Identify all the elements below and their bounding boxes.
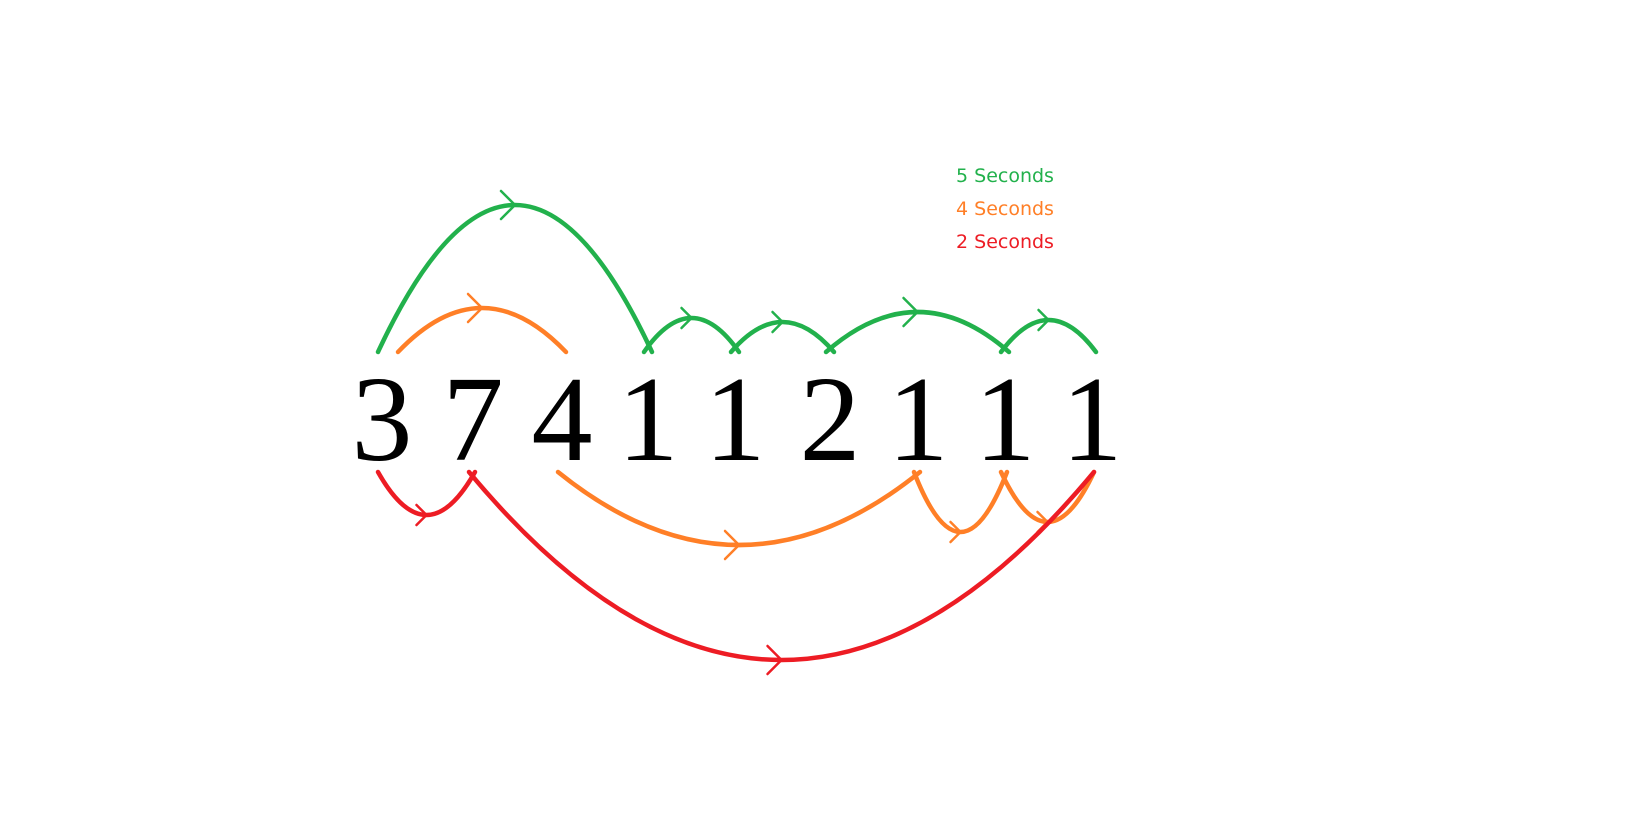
jump-arc-red	[375, 469, 478, 527]
digit: 3	[352, 352, 413, 487]
jump-arc-red	[466, 469, 1097, 676]
legend-item: 2 Seconds	[956, 231, 1054, 253]
jump-arc-orange	[395, 292, 569, 355]
legend: 5 Seconds 4 Seconds 2 Seconds	[956, 165, 1054, 253]
jump-arc-green	[998, 308, 1099, 355]
arrowhead-icon	[723, 529, 741, 561]
digit: 1	[618, 352, 679, 487]
arrowhead-icon	[902, 296, 920, 328]
arrowhead-icon	[949, 520, 963, 544]
digit: 1	[975, 352, 1036, 487]
jump-arc-green	[375, 189, 655, 355]
jump-arc-green	[728, 310, 837, 355]
arrowhead-icon	[1037, 308, 1051, 332]
arrowhead-icon	[466, 292, 484, 324]
jump-arc-green	[823, 296, 1012, 355]
digit: 2	[800, 352, 861, 487]
digit: 1	[705, 352, 766, 487]
arrowhead-icon	[680, 306, 694, 330]
digit: 1	[1062, 352, 1123, 487]
jump-arcs	[375, 189, 1099, 676]
arrowhead-icon	[766, 644, 784, 676]
jump-arc-orange	[555, 469, 923, 561]
arrowhead-icon	[771, 310, 785, 334]
jump-arc-orange	[911, 469, 1010, 544]
digit: 7	[443, 352, 504, 487]
arrowhead-icon	[415, 503, 429, 527]
digit: 1	[888, 352, 949, 487]
arrowhead-icon	[499, 189, 517, 221]
legend-item: 4 Seconds	[956, 198, 1054, 220]
legend-item: 5 Seconds	[956, 165, 1054, 187]
digit: 4	[532, 352, 593, 487]
jump-arc-green	[641, 306, 742, 355]
